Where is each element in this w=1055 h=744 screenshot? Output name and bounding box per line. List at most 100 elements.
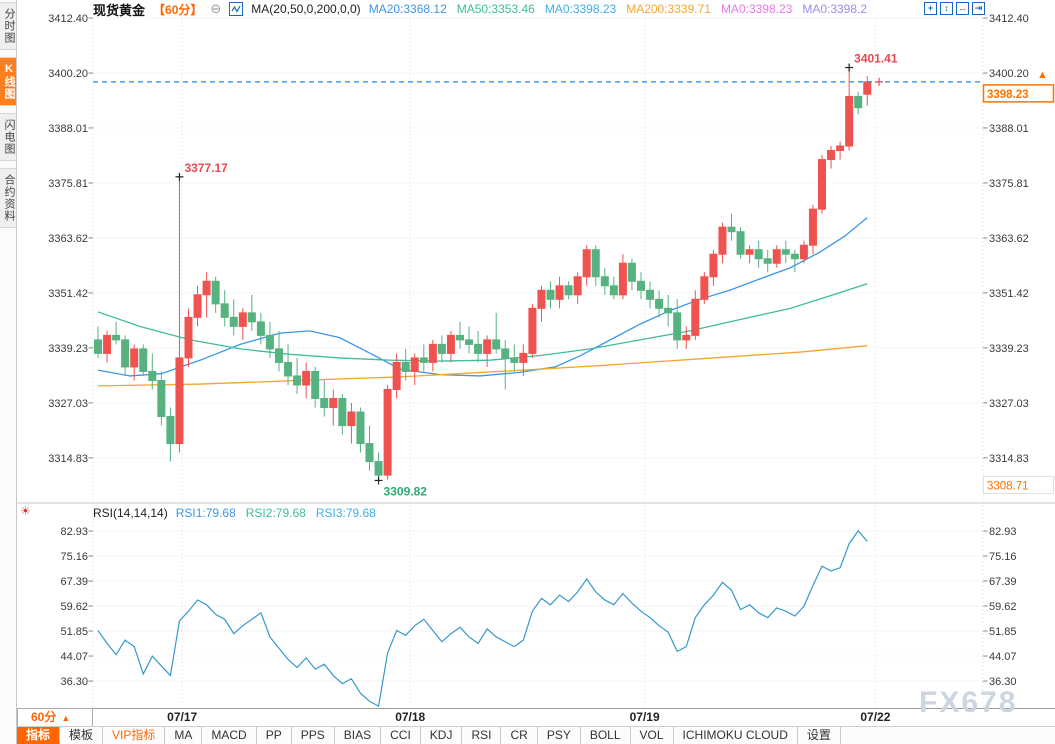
rsi-legend-value: RSI2:79.68 [245, 505, 306, 520]
toolbar-item-cci[interactable]: CCI [381, 727, 421, 744]
svg-text:36.30: 36.30 [60, 676, 88, 688]
svg-text:3327.03: 3327.03 [48, 398, 88, 410]
indicator-toolbar: 指标 模板 VIP指标 MA MACD PP PPS BIAS CCI KDJ RSI CR PSY BO… [17, 726, 1055, 744]
svg-text:3388.01: 3388.01 [48, 123, 88, 135]
period-selector[interactable]: 60分 ▲ [17, 708, 93, 727]
svg-text:3400.20: 3400.20 [989, 68, 1029, 80]
toolbar-item-cr[interactable]: CR [501, 727, 538, 744]
svg-text:44.07: 44.07 [989, 651, 1017, 663]
toolbar-item-kdj[interactable]: KDJ [421, 727, 463, 744]
rsi-values: RSI1:79.68 RSI2:79.68 RSI3:79.68 [176, 506, 376, 520]
collapse-legend-icon[interactable]: ⊖ [210, 1, 222, 16]
svg-text:3412.40: 3412.40 [48, 13, 88, 25]
sidebar-tab-time-chart[interactable]: 分时图 [0, 2, 16, 50]
svg-text:82.93: 82.93 [989, 526, 1017, 538]
price-annotation: 3377.17 [184, 161, 228, 175]
svg-text:3308.71: 3308.71 [987, 480, 1029, 492]
ma-legend-value: MA200:3339.71 [626, 2, 711, 16]
svg-text:3363.62: 3363.62 [48, 233, 88, 245]
y-axis-scale-icon[interactable]: ↕ [940, 2, 953, 15]
rsi-pane-settings-icon[interactable]: ☀ [20, 504, 31, 518]
sidebar-tab-contract-info[interactable]: 合约资料 [0, 168, 16, 228]
x-axis-date-label: 07/18 [395, 710, 426, 724]
toolbar-item-templates[interactable]: 模板 [60, 727, 104, 744]
rsi-formula: RSI(14,14,14) [93, 505, 168, 520]
svg-text:3400.20: 3400.20 [48, 68, 88, 80]
toolbar-item-bias[interactable]: BIAS [335, 727, 382, 744]
svg-text:51.85: 51.85 [60, 626, 88, 638]
chart-area: ▲ 3398.23 3308.71 3412.40 3400.20 3388.01 3375… [17, 0, 1055, 744]
sidebar-tab-flash-chart[interactable]: 闪电图 [0, 113, 16, 161]
sidebar: 分时图 K线图闪电图合约资料 [0, 0, 17, 744]
rsi-legend-value: RSI3:79.68 [315, 505, 376, 520]
chart-window-icons: + ↕ ↔ ⇥ [924, 2, 985, 15]
x-axis-row: 60分 ▲ 07/17 07/18 07/19 07/22 [17, 708, 1055, 727]
main-chart-legend: 现货黄金 【60分】 ⊖ MA(20,50,0,200,0,0) MA20:33… [93, 1, 867, 18]
session-low-badge [983, 475, 1054, 494]
toolbar-item-pp[interactable]: PP [257, 727, 292, 744]
toolbar-item-pps[interactable]: PPS [292, 727, 335, 744]
ma-legend-value: MA0:3398.23 [720, 2, 793, 16]
rsi-layer [97, 529, 868, 708]
svg-text:3314.83: 3314.83 [48, 453, 88, 465]
crosshair-icon[interactable]: + [924, 2, 937, 15]
svg-text:3339.23: 3339.23 [48, 343, 88, 355]
chart-type-icon[interactable] [229, 2, 244, 16]
svg-text:82.93: 82.93 [60, 526, 88, 538]
ma-lines-layer [97, 217, 868, 387]
ma-legend-value: MA0:3398.2 [802, 2, 868, 16]
toolbar-item-ma[interactable]: MA [165, 727, 203, 744]
svg-text:36.30: 36.30 [989, 676, 1017, 688]
candles-layer [94, 67, 872, 481]
candlestick-chart[interactable]: ▲ 3398.23 3308.71 3412.40 3400.20 3388.01 3375… [17, 0, 1055, 708]
svg-text:44.07: 44.07 [60, 651, 88, 663]
rsi-legend-value: RSI1:79.68 [175, 505, 236, 520]
toolbar-item-boll[interactable]: BOLL [581, 727, 631, 744]
price-up-arrow-icon: ▲ [1037, 69, 1048, 81]
ma-line-ma20 [97, 217, 868, 377]
ma-values: MA20:3368.12 MA50:3353.46 MA0:3398.23 MA200… [369, 2, 867, 16]
toolbar-item-vol[interactable]: VOL [631, 727, 674, 744]
x-axis-date-label: 07/22 [860, 710, 891, 724]
toolbar-item-settings[interactable]: 设置 [798, 727, 841, 744]
ma-line-ma50 [97, 283, 868, 362]
annotations-layer: 3377.17 3401.41 3309.82 [175, 52, 898, 498]
toolbar-item-macd[interactable]: MACD [202, 727, 257, 744]
period-tag: 【60分】 [153, 2, 203, 17]
svg-text:3375.81: 3375.81 [989, 178, 1029, 190]
x-axis-date-label: 07/17 [167, 710, 198, 724]
price-annotation: 3401.41 [854, 52, 898, 66]
svg-text:67.39: 67.39 [989, 576, 1017, 588]
current-price-layer: ▲ 3398.23 3308.71 [93, 69, 1055, 494]
toolbar-item-ichimoku-cloud[interactable]: ICHIMOKU CLOUD [674, 727, 798, 744]
toolbar-item-vip-indicators[interactable]: VIP指标 [103, 727, 166, 744]
pan-right-icon[interactable]: ⇥ [972, 2, 985, 15]
ma-formula: MA(20,50,0,200,0,0) [251, 2, 361, 16]
ma-legend-value: MA20:3368.12 [368, 2, 447, 16]
grid-layer [17, 17, 1055, 708]
toolbar-item-psy[interactable]: PSY [538, 727, 581, 744]
sidebar-tab-kline-chart[interactable]: K线图 [0, 57, 16, 106]
svg-text:3314.83: 3314.83 [989, 453, 1029, 465]
price-axis-right: 3412.40 3400.20 3388.01 3375.81 3363.62 3351.… [989, 13, 1029, 688]
ma-line-ma200 [97, 345, 868, 387]
svg-text:75.16: 75.16 [60, 551, 88, 563]
svg-text:3327.03: 3327.03 [989, 398, 1029, 410]
svg-text:67.39: 67.39 [60, 576, 88, 588]
toolbar-item-rsi[interactable]: RSI [462, 727, 502, 744]
svg-text:3363.62: 3363.62 [989, 233, 1029, 245]
rsi-line [97, 529, 868, 708]
instrument-title: 现货黄金 [93, 2, 146, 18]
svg-text:3339.23: 3339.23 [989, 343, 1029, 355]
toolbar-item-indicators[interactable]: 指标 [17, 727, 61, 744]
svg-text:3412.40: 3412.40 [989, 13, 1029, 25]
ma-legend-value: MA50:3353.46 [456, 2, 535, 16]
x-axis-scale-icon[interactable]: ↔ [956, 2, 969, 15]
ma-legend-value: MA0:3398.23 [544, 2, 617, 16]
svg-text:51.85: 51.85 [989, 626, 1017, 638]
rsi-legend: RSI(14,14,14) RSI1:79.68 RSI2:79.68 RSI3:7… [93, 505, 376, 520]
price-axis-left: 3412.40 3400.20 3388.01 3375.81 3363.62 3351.… [48, 13, 88, 688]
svg-text:3398.23: 3398.23 [987, 89, 1029, 101]
svg-text:3351.42: 3351.42 [48, 288, 88, 300]
